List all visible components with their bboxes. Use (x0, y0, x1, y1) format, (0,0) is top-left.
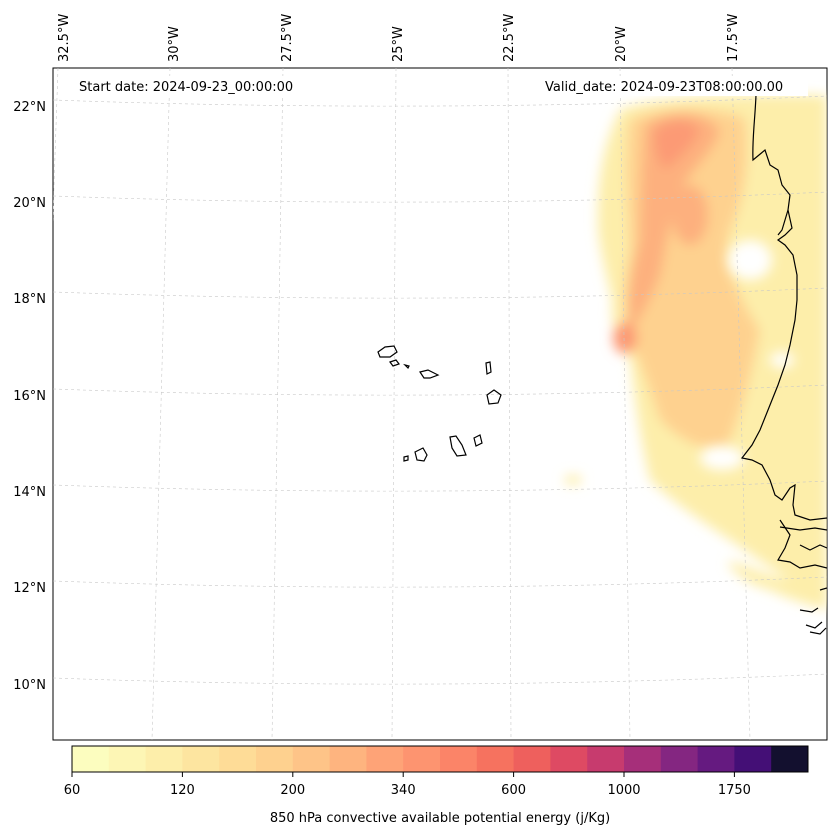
meridian-line (271, 68, 284, 740)
colorbar-cell (550, 746, 588, 772)
colorbar-tick-label: 1000 (607, 783, 640, 798)
colorbar-tick-label: 120 (170, 783, 195, 798)
parallel-line (53, 191, 827, 203)
colorbar-cell (403, 746, 441, 772)
longitude-tick-label: 22.5°W (502, 14, 517, 62)
colorbar-cell (734, 746, 772, 772)
colorbar-cell (219, 746, 257, 772)
cape-verde-islands (377, 345, 502, 462)
parallel-line (53, 673, 827, 685)
valid-date-label: Valid_date: 2024-09-23T08:00:00.00 (545, 80, 783, 95)
colorbar-cell (624, 746, 662, 772)
colorbar-frame (71, 745, 809, 773)
longitude-tick-label: 17.5°W (726, 14, 741, 62)
meridian-line (391, 68, 397, 740)
longitude-tick-label: 25°W (391, 26, 406, 62)
coast-detail (777, 209, 789, 236)
colorbar-cell (660, 746, 699, 772)
colorbar-tick-label: 60 (64, 783, 81, 798)
colorbar-tick-label: 1750 (718, 783, 751, 798)
coastline (740, 94, 827, 635)
island-santiago (449, 435, 467, 457)
parallel-line (53, 576, 827, 588)
colorbar-tick-label: 340 (391, 783, 416, 798)
cape-region-high (628, 113, 720, 331)
colorbar-cell (513, 746, 551, 772)
colorbar-tick-label: 600 (501, 783, 526, 798)
cape-region-low (564, 475, 582, 485)
parallel-line (53, 384, 827, 396)
island-fogo (414, 447, 428, 462)
longitude-tick-label: 30°W (167, 26, 182, 62)
cape-gaps (700, 240, 794, 470)
cape-field (564, 95, 827, 610)
latitude-tick-label: 18°N (13, 292, 46, 307)
island-boa-vista (486, 389, 502, 405)
cape-region-low (727, 561, 827, 610)
colorbar-cell (476, 746, 515, 772)
colorbar-cell (329, 746, 367, 772)
longitude-tick-label: 20°W (614, 26, 629, 62)
info-header: Start date: 2024-09-23_00:00:00 Valid_da… (72, 76, 808, 96)
colorbar-title: 850 hPa convective available potential e… (270, 811, 610, 826)
longitude-tick-label: 27.5°W (280, 14, 295, 62)
latitude-tick-label: 12°N (13, 581, 46, 596)
latitude-tick-label: 14°N (13, 485, 46, 500)
island-sal (485, 361, 492, 375)
graticule (53, 68, 827, 740)
colorbar-cell (182, 746, 220, 772)
colorbar: 60 120 200 340 600 1000 1750 850 hPa convectiv… (64, 745, 809, 826)
colorbar-tick-label: 200 (280, 783, 305, 798)
island-santa-luzia (403, 363, 410, 370)
parallel-line (53, 287, 827, 299)
parallel-line (53, 95, 827, 107)
africa-coast (740, 94, 827, 521)
colorbar-cell (587, 746, 625, 772)
island-sao-nicolau (419, 369, 440, 379)
island-brava (403, 455, 409, 462)
island-maio (473, 434, 483, 447)
map-area (52, 67, 828, 741)
meridian-line (731, 68, 751, 740)
colorbar-cell (366, 746, 404, 772)
colorbar-cell (72, 746, 110, 772)
cape-region-peak (613, 322, 637, 354)
colorbar-cell (440, 746, 478, 772)
start-date-label: Start date: 2024-09-23_00:00:00 (79, 80, 293, 95)
bijagos-islands (799, 607, 827, 635)
cape-region-peak (654, 121, 700, 170)
island-sao-vicente (389, 359, 400, 367)
longitude-tick-label: 32.5°W (57, 14, 72, 62)
colorbar-cell (771, 746, 809, 772)
colorbar-cell (108, 746, 147, 772)
longitude-labels: 32.5°W 30°W 27.5°W 25°W 22.5°W 20°W 17.5°W (57, 14, 741, 62)
cape-region-mid (672, 185, 708, 245)
latitude-tick-label: 16°N (13, 389, 46, 404)
meridian-line (151, 68, 171, 740)
colorbar-cell (292, 746, 331, 772)
latitude-tick-label: 22°N (13, 100, 46, 115)
colorbar-cell (256, 746, 294, 772)
latitude-tick-label: 10°N (13, 678, 46, 693)
senegal-coast (779, 526, 827, 591)
latitude-labels: 22°N 20°N 18°N 16°N 14°N 12°N 10°N (13, 100, 46, 693)
island-santo-antao (377, 345, 398, 358)
latitude-tick-label: 20°N (13, 196, 46, 211)
colorbar-cell (697, 746, 735, 772)
meridian-line (619, 68, 631, 740)
parallel-line (53, 480, 827, 492)
meridian-line (507, 68, 512, 740)
africa-coast-south (777, 519, 827, 569)
colorbar-cell (145, 746, 183, 772)
